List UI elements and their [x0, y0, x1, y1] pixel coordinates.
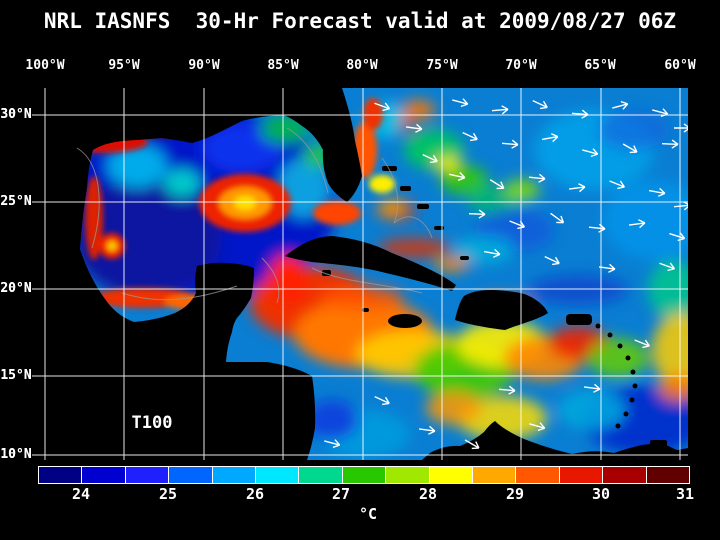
lon-tick-label: 90°W [188, 58, 220, 73]
colorbar-segment [516, 467, 560, 483]
colorbar-tick-label: 26 [245, 485, 265, 503]
colorbar-segment [342, 467, 387, 483]
lat-tick-label: 15°N [0, 368, 32, 383]
colorbar [38, 466, 690, 484]
colorbar-segment [256, 467, 300, 483]
colorbar-segment [299, 467, 343, 483]
colorbar-segment [125, 467, 170, 483]
colorbar-tick-label: 25 [158, 485, 178, 503]
colorbar-unit-label: °C [358, 505, 378, 523]
colorbar-tick-label: 31 [675, 485, 695, 503]
temperature-map: T100 [32, 88, 712, 460]
colorbar-tick-label: 28 [418, 485, 438, 503]
colorbar-tick-label: 29 [505, 485, 525, 503]
land-mask [32, 88, 688, 460]
lat-tick-label: 20°N [0, 281, 32, 296]
lat-tick-label: 15°N [0, 368, 32, 383]
colorbar-segment [212, 467, 257, 483]
colorbar-segment [169, 467, 213, 483]
lat-tick-label: 25°N [0, 194, 32, 209]
colorbar-segment [82, 467, 126, 483]
lon-tick-label: 95°W [108, 58, 140, 73]
colorbar-segment [603, 467, 647, 483]
colorbar-tick-label: 27 [331, 485, 351, 503]
colorbar-segment [429, 467, 474, 483]
temperature-field-svg: T100 [32, 88, 712, 460]
lat-tick-label: 20°N [0, 281, 32, 296]
lon-tick-label: 65°W [584, 58, 616, 73]
lat-tick-label: 25°N [0, 194, 32, 209]
lon-tick-label: 80°W [346, 58, 378, 73]
lat-tick-label: 30°N [0, 107, 32, 122]
colorbar-segment [646, 467, 690, 483]
lon-tick-label: 60°W [664, 58, 696, 73]
colorbar-segment [559, 467, 604, 483]
lon-tick-label: 75°W [426, 58, 458, 73]
lon-tick-label: 100°W [25, 58, 65, 73]
colorbar-tick-label: 30 [591, 485, 611, 503]
grid-lines [32, 88, 688, 460]
variable-annotation: T100 [132, 413, 173, 433]
lat-tick-label: 10°N [0, 447, 32, 462]
lon-tick-label: 70°W [505, 58, 537, 73]
page-title: NRL IASNFS 30-Hr Forecast valid at 2009/… [43, 9, 677, 33]
lat-tick-label: 10°N [0, 447, 32, 462]
colorbar-segment [386, 467, 430, 483]
colorbar-segment [39, 467, 83, 483]
lat-tick-label: 30°N [0, 107, 32, 122]
temperature-blobs [67, 100, 712, 458]
lon-tick-label: 85°W [267, 58, 299, 73]
colorbar-segment [473, 467, 517, 483]
colorbar-tick-label: 24 [71, 485, 91, 503]
